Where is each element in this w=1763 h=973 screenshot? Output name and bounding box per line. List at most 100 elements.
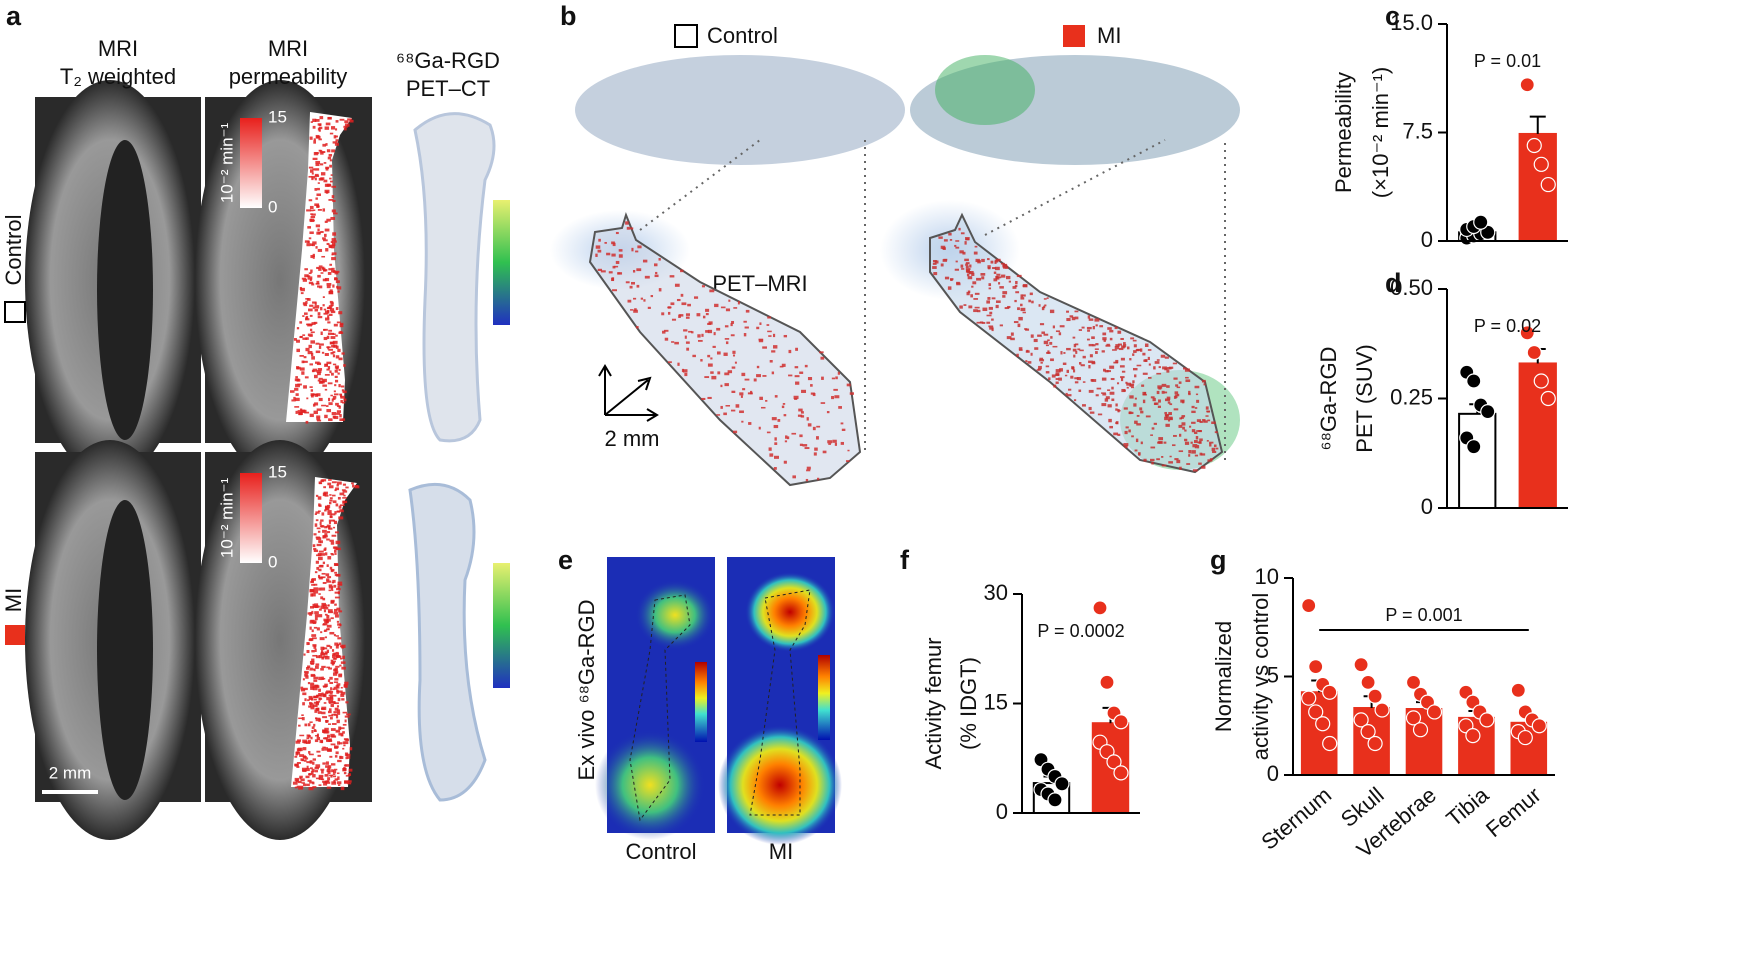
speckle <box>321 665 326 669</box>
speckle <box>295 740 301 744</box>
speckle <box>765 399 768 402</box>
speckle <box>320 230 324 233</box>
speckle <box>316 566 320 570</box>
speckle <box>314 175 320 177</box>
speckle <box>318 482 323 485</box>
speckle <box>318 265 323 269</box>
speckle <box>325 277 330 282</box>
speckle <box>313 209 316 211</box>
speckle <box>312 301 317 304</box>
speckle <box>323 782 328 786</box>
speckle <box>328 723 332 725</box>
speckle <box>320 380 325 384</box>
speckle <box>301 277 307 280</box>
speckle <box>295 383 300 388</box>
speckle <box>1151 461 1154 465</box>
speckle <box>667 311 671 315</box>
speckle <box>329 300 333 304</box>
speckle <box>321 602 326 606</box>
speckle <box>317 496 322 500</box>
speckle <box>293 338 297 341</box>
speckle <box>345 756 348 760</box>
speckle <box>1136 414 1140 417</box>
speckle <box>310 736 313 740</box>
speckle <box>325 761 329 765</box>
speckle <box>956 281 960 285</box>
speckle <box>986 300 991 304</box>
speckle <box>312 654 318 657</box>
speckle <box>334 563 339 566</box>
speckle <box>1007 305 1011 309</box>
speckle <box>1202 419 1206 422</box>
speckle <box>1073 343 1077 348</box>
speckle <box>318 568 322 572</box>
speckle <box>326 697 331 701</box>
speckle <box>330 697 334 701</box>
speckle <box>1109 365 1115 369</box>
speckle <box>677 362 680 366</box>
speckle <box>328 694 333 697</box>
speckle <box>304 268 308 271</box>
speckle <box>1209 441 1214 444</box>
speckle <box>347 118 352 121</box>
speckle <box>299 321 303 324</box>
speckle <box>845 460 850 463</box>
speckle <box>306 323 311 326</box>
speckle <box>326 310 330 313</box>
data-point <box>1517 729 1533 746</box>
speckle <box>1154 402 1159 405</box>
speckle <box>330 541 335 545</box>
speckle <box>947 286 952 290</box>
speckle <box>344 684 348 688</box>
speckle <box>330 216 336 220</box>
speckle <box>773 424 779 429</box>
speckle <box>1074 381 1079 384</box>
speckle <box>799 443 803 447</box>
speckle <box>1127 346 1130 350</box>
speckle <box>336 607 341 611</box>
speckle <box>650 295 654 298</box>
speckle <box>299 355 304 357</box>
speckle <box>1188 390 1191 394</box>
speckle <box>942 247 946 250</box>
speckle <box>336 719 340 724</box>
speckle <box>1094 318 1100 322</box>
speckle <box>326 624 332 628</box>
speckle <box>329 774 334 777</box>
speckle <box>1191 429 1196 433</box>
speckle <box>1161 456 1164 458</box>
speckle <box>977 309 981 313</box>
speckle <box>1194 407 1198 409</box>
speckle <box>300 758 304 761</box>
x-tick-label: Sternum <box>1256 782 1336 855</box>
speckle <box>331 195 335 199</box>
speckle <box>301 714 304 717</box>
speckle <box>344 741 349 745</box>
speckle <box>680 293 684 297</box>
data-point <box>1301 690 1317 706</box>
speckle <box>338 384 341 388</box>
speckle <box>336 588 341 591</box>
speckle <box>312 786 317 789</box>
speckle <box>294 763 299 767</box>
pet-colorbar <box>493 200 510 325</box>
speckle <box>304 376 309 379</box>
speckle <box>303 653 306 656</box>
speckled-bone <box>929 212 1224 474</box>
speckle <box>332 398 336 400</box>
speckle <box>615 231 619 235</box>
speckle <box>1087 315 1091 319</box>
speckle <box>647 306 651 309</box>
speckle <box>1156 458 1160 461</box>
speckle <box>333 390 336 393</box>
speckle <box>311 629 314 633</box>
speckle <box>342 711 348 714</box>
speckle <box>318 587 322 591</box>
speckle <box>332 775 337 778</box>
speckle <box>294 387 299 391</box>
speckle <box>328 245 333 248</box>
speckle <box>338 405 341 409</box>
speckle <box>312 253 315 258</box>
speckle <box>322 384 327 387</box>
